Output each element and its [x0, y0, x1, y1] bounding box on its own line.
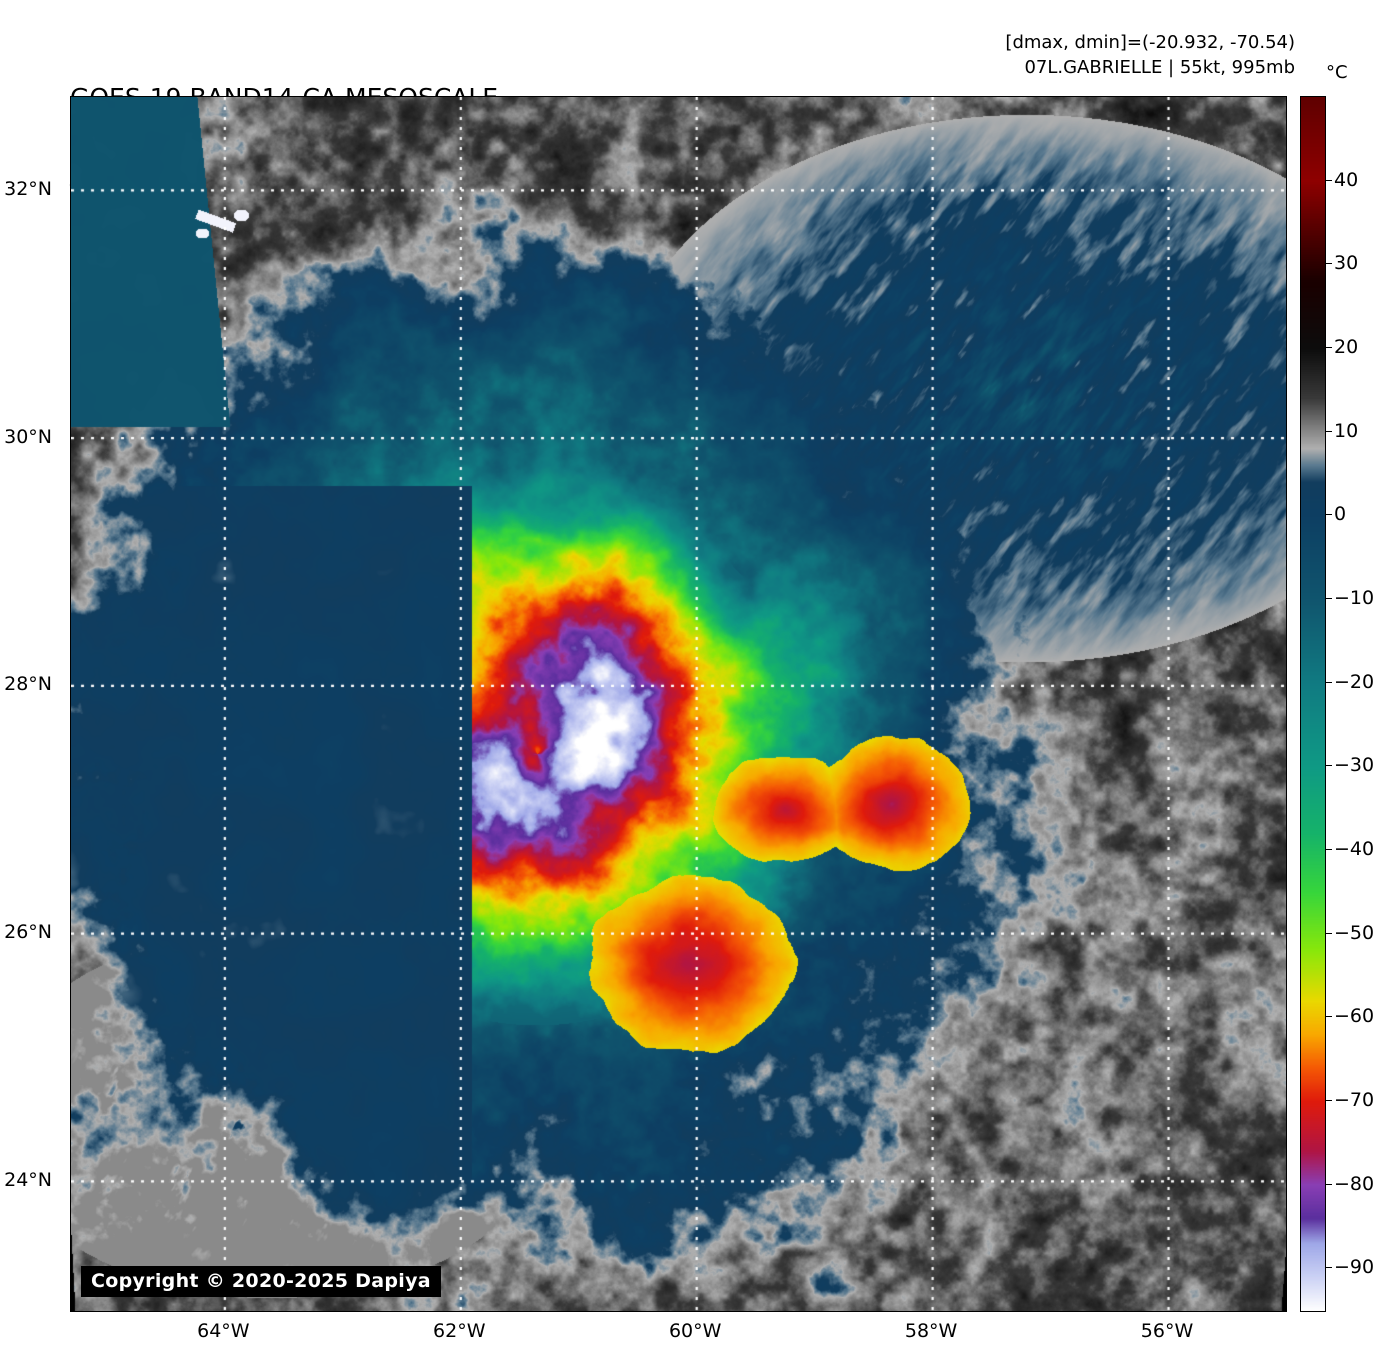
- colorbar-tick-mark: [1326, 346, 1332, 348]
- colorbar-tick-mark: [1326, 514, 1332, 516]
- colorbar-tick-label: −10: [1334, 586, 1375, 609]
- colorbar-tick-mark: [1326, 765, 1332, 767]
- colorbar-unit-label: °C: [1326, 62, 1348, 83]
- latitude-axis: 24°N 26°N 28°N 30°N 32°N: [0, 96, 62, 1310]
- colorbar-tick-label: 30: [1334, 252, 1359, 275]
- longitude-axis: 64°W 62°W 60°W 58°W 56°W: [70, 1320, 1285, 1350]
- colorbar-tick-label: −80: [1334, 1172, 1375, 1195]
- lon-tick-label: 56°W: [1140, 1320, 1194, 1342]
- lon-tick-label: 64°W: [197, 1320, 250, 1342]
- colorbar-tick-mark: [1326, 848, 1332, 850]
- colorbar-tick-mark: [1326, 179, 1332, 181]
- colorbar-tick-layer: 40 30 20 10 0 −10 −20 −30 −40 −50 −60 −70 −80 −90: [1326, 96, 1388, 1310]
- metadata-block: [dmax, dmin]=(-20.932, -70.54) 07L.GABRI…: [1005, 30, 1295, 80]
- colorbar-tick-label: −30: [1334, 754, 1375, 777]
- lat-tick-label: 28°N: [4, 673, 52, 696]
- colorbar-tick-mark: [1326, 681, 1332, 683]
- colorbar-tick-mark: [1326, 1099, 1332, 1101]
- colorbar-gradient: [1301, 97, 1325, 1311]
- storm-info-label: 07L.GABRIELLE | 55kt, 995mb: [1024, 57, 1295, 78]
- lat-tick-label: 30°N: [4, 425, 52, 448]
- colorbar-tick-label: −60: [1334, 1005, 1375, 1028]
- latlon-gridlines: [71, 97, 1286, 1311]
- dmax-dmin-label: [dmax, dmin]=(-20.932, -70.54): [1005, 32, 1295, 53]
- colorbar-tick-mark: [1326, 1016, 1332, 1018]
- colorbar-tick-label: −90: [1334, 1256, 1375, 1279]
- colorbar-tick-label: −40: [1334, 837, 1375, 860]
- colorbar-tick-label: −20: [1334, 670, 1375, 693]
- lon-tick-label: 62°W: [433, 1320, 486, 1342]
- colorbar-tick-label: 10: [1334, 419, 1359, 442]
- lat-tick-label: 32°N: [4, 177, 52, 200]
- lon-tick-label: 58°W: [904, 1320, 958, 1342]
- temperature-colorbar[interactable]: [1300, 96, 1326, 1312]
- colorbar-tick-label: 40: [1334, 168, 1359, 191]
- colorbar-tick-mark: [1326, 430, 1332, 432]
- colorbar-tick-label: −70: [1334, 1088, 1375, 1111]
- colorbar-tick-mark: [1326, 932, 1332, 934]
- lat-tick-label: 24°N: [4, 1168, 52, 1191]
- lon-tick-label: 60°W: [668, 1320, 722, 1342]
- satellite-image-plot[interactable]: Copyright © 2020-2025 Dapiya: [70, 96, 1287, 1312]
- colorbar-tick-label: 20: [1334, 335, 1359, 358]
- colorbar-tick-mark: [1326, 1183, 1332, 1185]
- colorbar-tick-label: 0: [1334, 503, 1347, 526]
- colorbar-tick-label: −50: [1334, 921, 1375, 944]
- copyright-watermark: Copyright © 2020-2025 Dapiya: [81, 1266, 441, 1297]
- lat-tick-label: 26°N: [4, 921, 52, 944]
- colorbar-tick-mark: [1326, 263, 1332, 265]
- colorbar-tick-mark: [1326, 1267, 1332, 1269]
- colorbar-tick-mark: [1326, 597, 1332, 599]
